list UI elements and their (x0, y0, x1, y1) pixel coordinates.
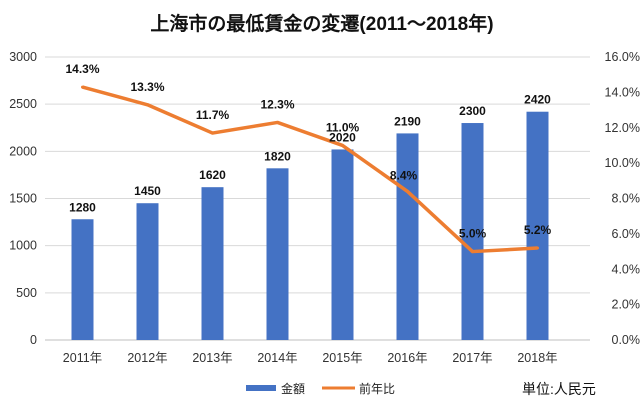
right-axis-tick: 2.0% (612, 298, 641, 312)
bar (266, 168, 289, 340)
left-axis-tick: 500 (16, 286, 37, 300)
x-axis-tick: 2011年 (63, 351, 102, 365)
bar-data-label: 2020 (329, 130, 356, 144)
x-axis-tick: 2016年 (387, 351, 427, 365)
right-axis-tick: 8.0% (612, 192, 641, 206)
right-axis-tick: 12.0% (605, 121, 640, 135)
left-axis-tick: 2500 (9, 97, 37, 111)
line-data-label: 13.3% (130, 80, 164, 94)
line-data-label: 14.3% (65, 62, 99, 76)
bar (461, 123, 484, 341)
right-axis-tick: 10.0% (605, 156, 640, 170)
chart-title: 上海市の最低賃金の変遷(2011～2018年) (150, 12, 493, 35)
left-axis-tick: 2000 (9, 144, 37, 158)
yoy-point (536, 246, 539, 250)
yoy-point (81, 85, 84, 89)
bar (526, 111, 549, 340)
left-axis-tick: 0 (30, 333, 37, 347)
right-axis-tick: 6.0% (612, 227, 641, 241)
bar-data-label: 1820 (264, 149, 291, 163)
right-axis-tick: 16.0% (605, 50, 640, 64)
bar-data-label: 1450 (134, 184, 161, 198)
x-axis-tick: 2012年 (127, 351, 167, 365)
bar (71, 219, 94, 340)
right-axis-tick: 0.0% (612, 333, 641, 347)
bar-data-label: 1280 (69, 200, 96, 214)
bar-data-label: 1620 (199, 168, 226, 182)
left-axis-tick: 1500 (9, 192, 37, 206)
bar-data-label: 2190 (394, 114, 421, 128)
yoy-line (82, 85, 538, 254)
legend: 金額 前年比 (246, 381, 395, 396)
right-axis-tick: 14.0% (605, 85, 640, 99)
line-data-label: 8.4% (390, 168, 418, 182)
x-axis-tick: 2017年 (452, 351, 492, 365)
yoy-point (211, 131, 214, 135)
legend-label-amount: 金額 (281, 381, 305, 396)
left-axis-tick: 3000 (9, 50, 37, 64)
yoy-point (471, 250, 474, 254)
bar (201, 187, 224, 340)
x-axis-tick: 2014年 (257, 351, 297, 365)
line-data-label: 11.7% (196, 108, 230, 122)
legend-label-yoy: 前年比 (359, 381, 395, 396)
right-axis-tick: 4.0% (612, 262, 641, 276)
x-axis-tick: 2013年 (192, 351, 232, 365)
yoy-point (406, 189, 409, 193)
line-data-label: 12.3% (260, 97, 294, 111)
bar (396, 133, 419, 340)
yoy-point (276, 120, 279, 124)
line-data-label: 11.0% (326, 120, 360, 134)
bar (136, 203, 159, 340)
legend-bar-swatch (246, 385, 276, 391)
line-data-label: 5.0% (459, 227, 487, 241)
bar-data-label: 2300 (459, 104, 486, 118)
line-data-label: 5.2% (524, 223, 552, 237)
left-axis-tick: 1000 (9, 239, 37, 253)
bar (331, 149, 354, 340)
unit-note: 単位:人民元 (522, 381, 596, 397)
yoy-point (341, 143, 344, 147)
x-axis-tick: 2015年 (322, 351, 362, 365)
yoy-point (146, 103, 149, 107)
x-axis-tick: 2018年 (517, 351, 557, 365)
bar-data-label: 2420 (524, 93, 551, 107)
